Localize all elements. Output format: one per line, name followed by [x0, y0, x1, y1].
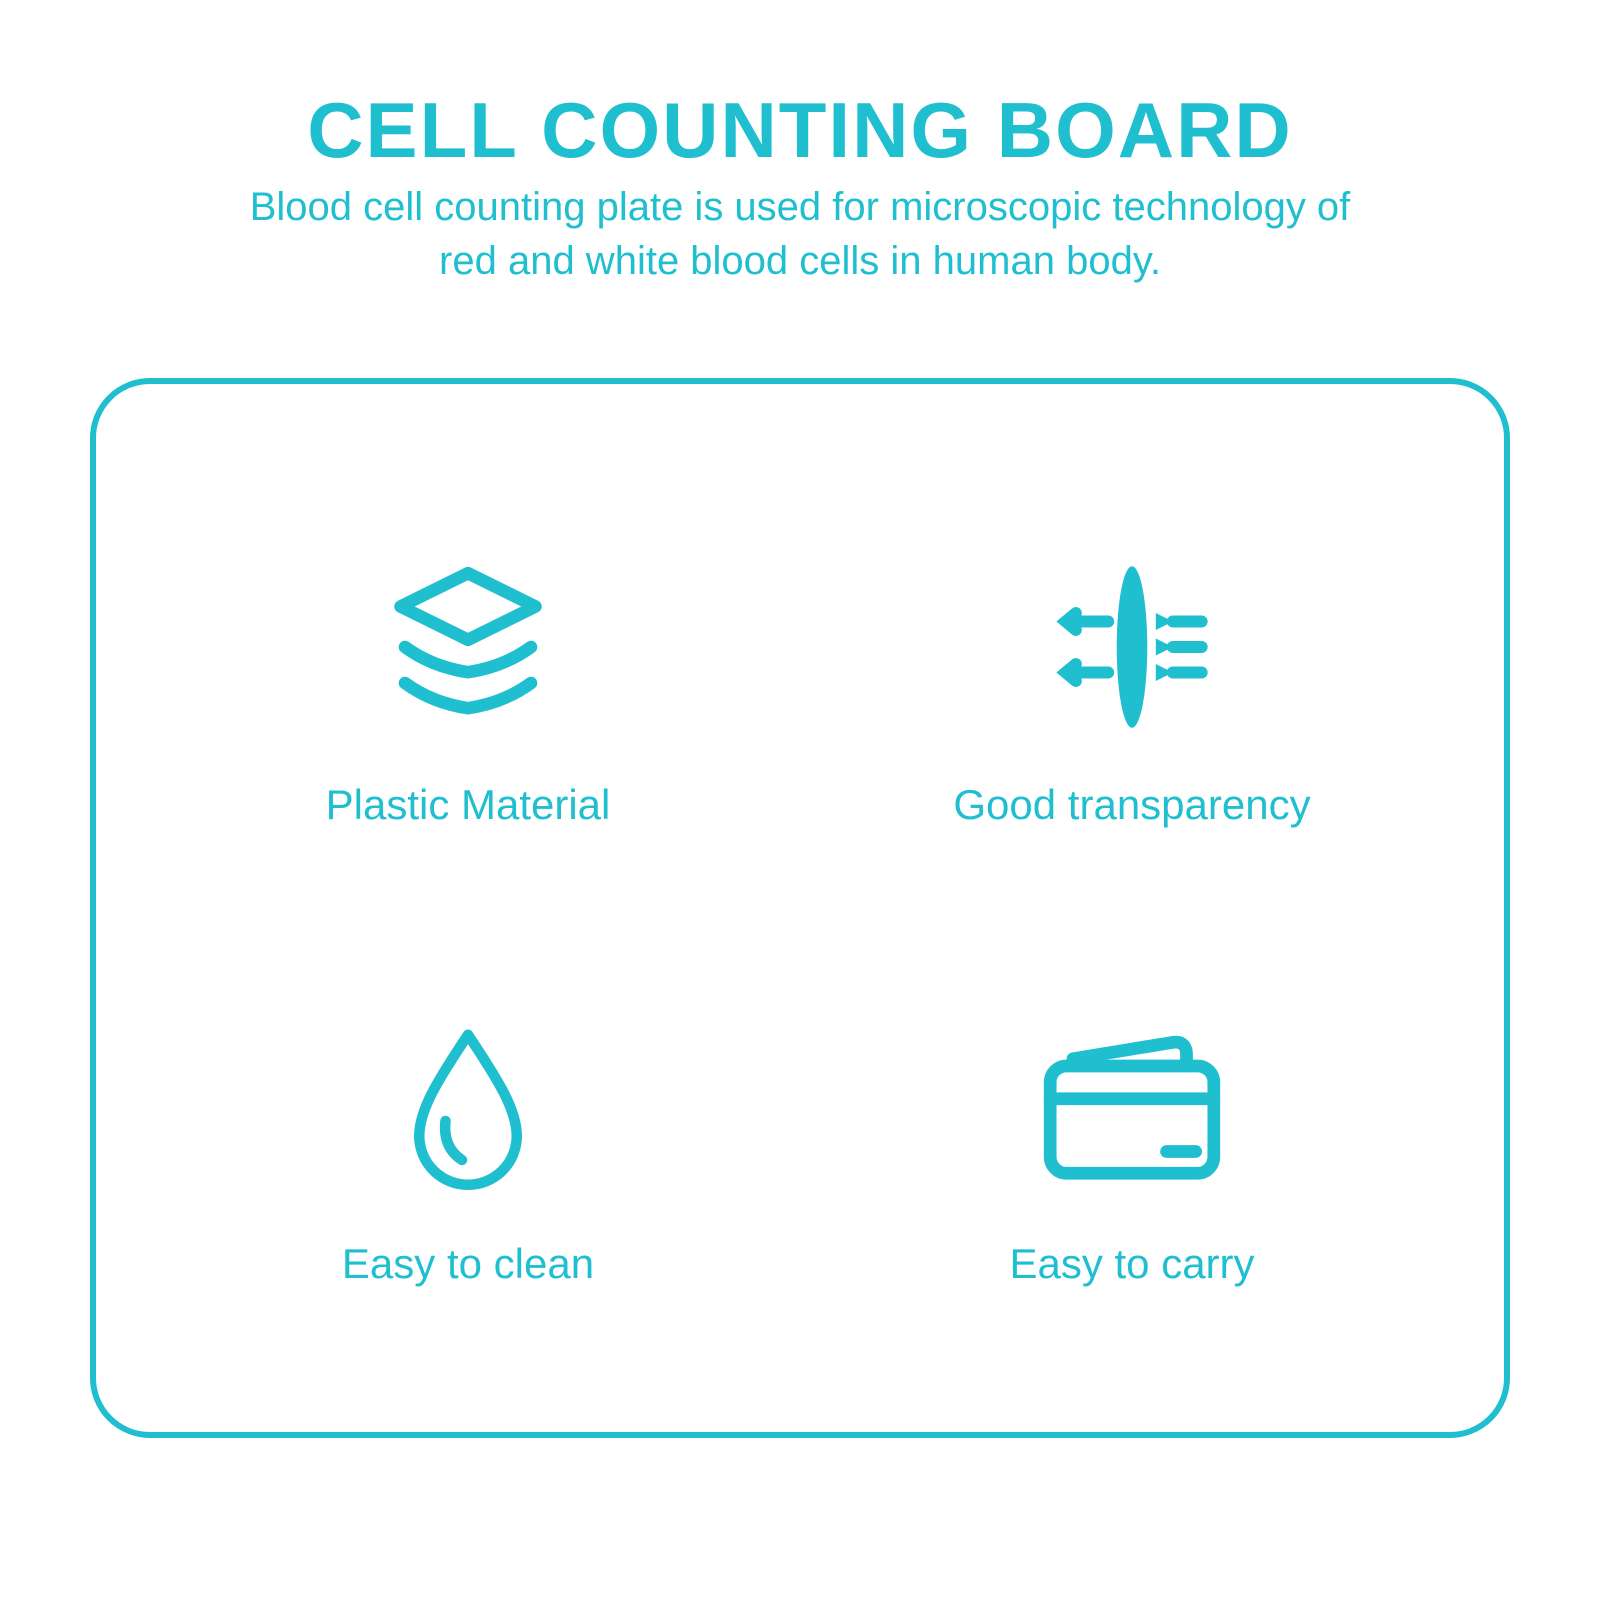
feature-label: Easy to clean — [342, 1240, 594, 1288]
feature-label: Easy to carry — [1009, 1240, 1254, 1288]
drop-icon — [358, 996, 578, 1216]
feature-box: Plastic Material — [90, 378, 1510, 1438]
feature-label: Plastic Material — [326, 781, 611, 829]
feature-easy-to-clean: Easy to clean — [136, 913, 800, 1372]
wallet-icon — [1022, 996, 1242, 1216]
layers-icon — [358, 537, 578, 757]
header: CELL COUNTING BOARD Blood cell counting … — [0, 90, 1600, 288]
feature-plastic-material: Plastic Material — [136, 454, 800, 913]
lens-icon — [1022, 537, 1242, 757]
feature-easy-to-carry: Easy to carry — [800, 913, 1464, 1372]
page-subtitle: Blood cell counting plate is used for mi… — [0, 180, 1600, 288]
feature-label: Good transparency — [953, 781, 1310, 829]
feature-good-transparency: Good transparency — [800, 454, 1464, 913]
page-title: CELL COUNTING BOARD — [0, 90, 1600, 172]
